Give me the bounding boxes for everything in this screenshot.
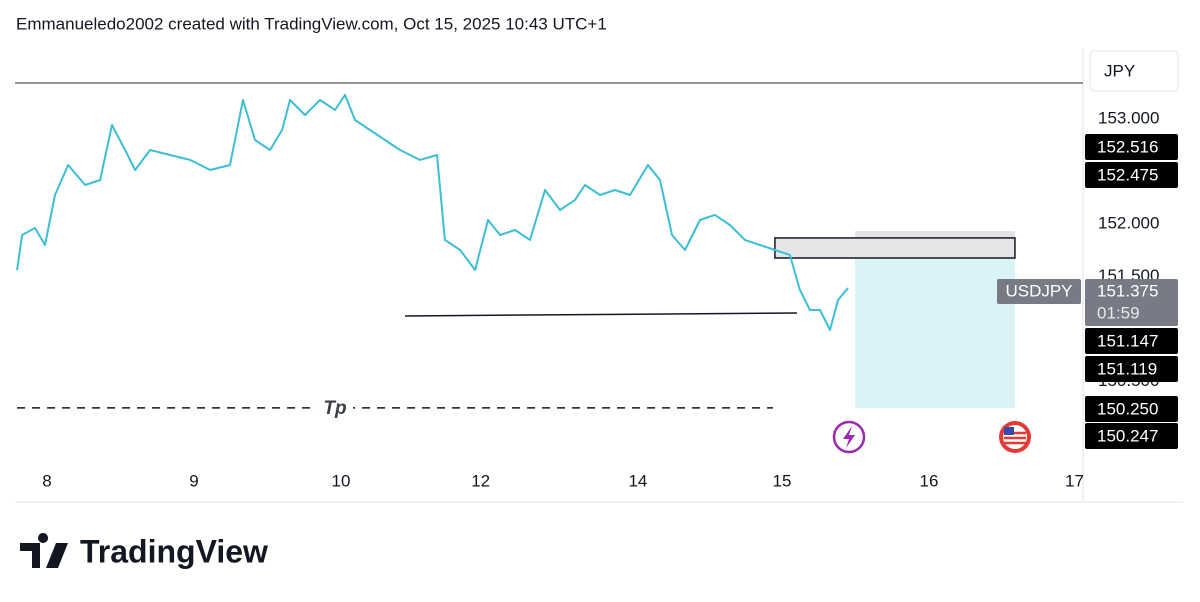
countdown: 01:59 [1097, 303, 1140, 322]
x-tick-label: 12 [471, 471, 490, 490]
price-marker [1085, 162, 1178, 188]
x-tick-label: 15 [773, 471, 792, 490]
price-marker-label: 152.516 [1097, 137, 1158, 156]
x-tick-label: 10 [332, 471, 351, 490]
tp-label: Tp [323, 398, 346, 419]
price-marker [1085, 396, 1178, 422]
tp-label-bg [317, 395, 354, 420]
x-tick-label: 8 [42, 471, 51, 490]
last-price-box [1085, 279, 1178, 326]
x-tick-label: 17 [1065, 471, 1084, 490]
last-price: 151.375 [1097, 281, 1158, 300]
price-marker [1085, 356, 1178, 382]
flag-canton [1004, 427, 1014, 435]
price-marker [1085, 134, 1178, 160]
header: Emmanueledo2002 created with TradingView… [16, 14, 607, 33]
symbol: USDJPY [1005, 281, 1072, 300]
brand: TradingView [80, 533, 268, 569]
price-marker-label: 151.119 [1097, 359, 1157, 378]
price-marker [1085, 423, 1178, 449]
price-marker-label: 151.147 [1097, 331, 1158, 350]
currency: JPY [1104, 61, 1135, 80]
target-zone [855, 257, 1015, 408]
support-line [404, 312, 797, 317]
symbol-box[interactable] [997, 279, 1081, 304]
lightning [843, 426, 855, 448]
price-marker-label: 152.475 [1097, 165, 1158, 184]
price-marker-label: 150.247 [1097, 426, 1158, 445]
y-tick-label: 152.000 [1098, 213, 1159, 232]
currency-box[interactable] [1089, 50, 1179, 92]
x-tick-label: 16 [919, 471, 938, 490]
x-tick-label: 14 [628, 471, 647, 490]
logo-mark [20, 533, 68, 568]
price-marker-label: 150.250 [1097, 399, 1158, 418]
price-marker [1085, 328, 1178, 354]
x-tick-label: 9 [189, 471, 198, 490]
y-tick-label: 153.000 [1098, 108, 1159, 127]
plot: Tp [15, 82, 1083, 420]
price-axis: 89101214151617153.000152.000151.500150.5… [42, 108, 1178, 490]
entry-box [774, 237, 1016, 259]
price-line [16, 93, 849, 331]
